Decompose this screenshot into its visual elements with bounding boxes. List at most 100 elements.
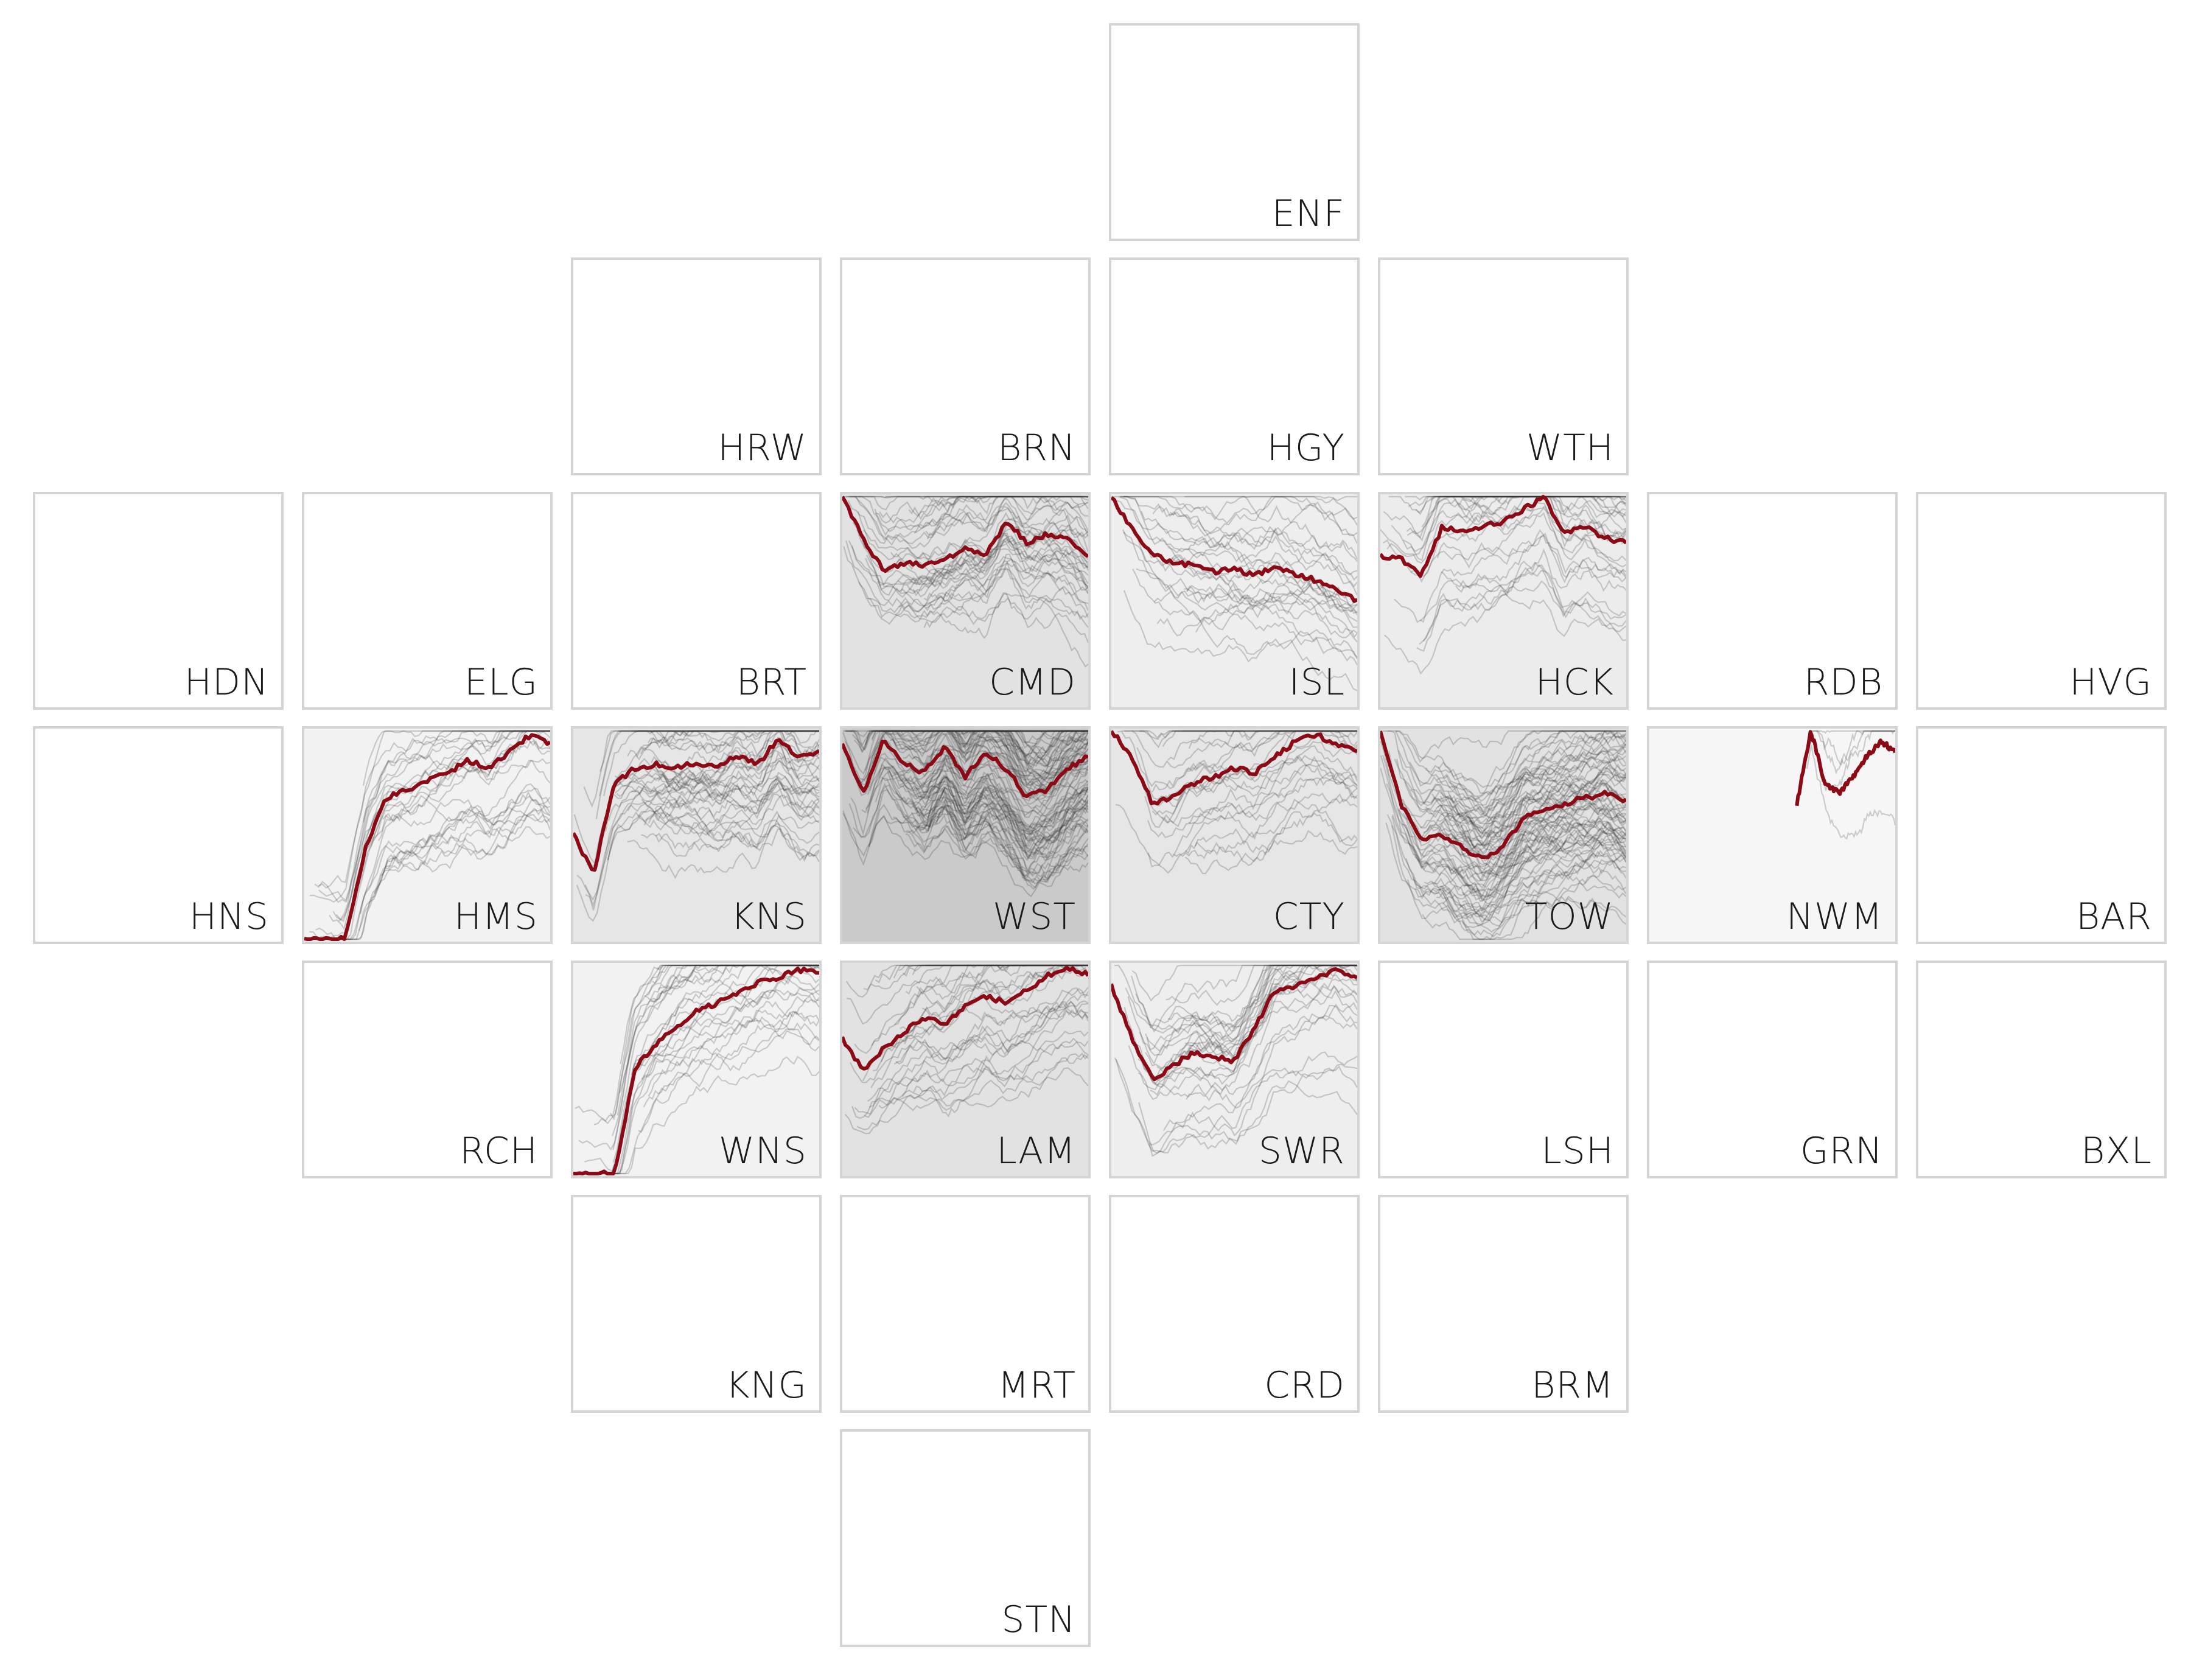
tile-label: TOW <box>1525 895 1614 938</box>
background-series-line <box>856 1031 1088 1130</box>
background-series-line <box>873 968 1088 1072</box>
background-series-line <box>1147 787 1357 839</box>
tile-hdn: HDN <box>33 492 284 710</box>
background-series-line <box>1421 495 1626 528</box>
plot-background <box>1111 729 1357 942</box>
background-series-line <box>1162 730 1357 747</box>
tile-rch: RCH <box>302 961 553 1178</box>
background-series-line <box>638 1016 819 1133</box>
tile-label: ELG <box>464 661 538 704</box>
background-series-line <box>1146 964 1357 1051</box>
background-series-line <box>654 752 819 813</box>
tile-hms: HMS <box>302 726 553 944</box>
background-series-line <box>1161 730 1357 824</box>
background-series-line <box>1456 793 1626 852</box>
background-series-line <box>319 758 550 940</box>
background-series-line <box>607 777 819 821</box>
tile-label: HGY <box>1267 427 1345 469</box>
tile-label: HCK <box>1535 661 1614 704</box>
background-series-line <box>1138 1065 1357 1154</box>
background-series-line <box>1812 730 1895 775</box>
background-series-line <box>890 730 1088 767</box>
background-series-line <box>1402 819 1626 898</box>
background-series-line <box>656 964 819 971</box>
tile-wns: WNS <box>571 961 822 1178</box>
background-series-line <box>1123 495 1357 544</box>
background-series-line <box>1165 964 1357 1001</box>
background-series-line <box>1132 730 1357 749</box>
tile-kng: KNG <box>571 1195 822 1413</box>
background-series-line <box>895 790 1088 861</box>
background-series-line <box>1406 495 1626 545</box>
background-series-line <box>1395 730 1626 809</box>
plot-background <box>1649 729 1895 942</box>
background-series-line <box>844 730 1088 800</box>
background-series-line <box>652 964 819 984</box>
background-series-line <box>1396 758 1626 839</box>
tile-label: WTH <box>1526 427 1614 469</box>
tile-cmd: CMD <box>840 492 1091 710</box>
background-series-line <box>1422 561 1626 642</box>
background-series-line <box>1457 500 1626 548</box>
background-series-line <box>616 743 819 797</box>
tile-hns: HNS <box>33 726 284 944</box>
tile-brn: BRN <box>840 257 1091 475</box>
background-series-line <box>914 755 1088 855</box>
background-series-line <box>1137 980 1357 1087</box>
background-series-line <box>851 987 1088 1119</box>
background-series-line <box>1185 809 1357 866</box>
background-series-line <box>584 983 819 1175</box>
background-series-line <box>326 807 550 940</box>
background-series-line <box>1194 771 1357 847</box>
background-series-line <box>635 730 819 733</box>
background-series-line <box>1184 964 1357 1054</box>
background-series-line <box>655 730 819 762</box>
background-series-line <box>1150 1004 1357 1109</box>
background-series-line <box>1419 512 1626 623</box>
background-series-line <box>584 773 819 901</box>
background-series-line <box>1434 838 1626 915</box>
background-series-line <box>1125 964 1357 1034</box>
background-series-line <box>908 730 1088 766</box>
background-series-line <box>1151 755 1357 793</box>
plot-background <box>573 963 819 1176</box>
background-series-line <box>314 730 550 903</box>
background-series-line <box>1430 733 1626 814</box>
highlight-series-line <box>304 733 550 941</box>
background-series-line <box>1448 755 1626 855</box>
background-series-line <box>1439 732 1626 819</box>
background-series-line <box>898 553 1088 612</box>
highlight-series-line <box>1380 730 1626 859</box>
sparkline-chart <box>304 729 550 942</box>
background-series-line <box>923 592 1088 668</box>
background-series-line <box>1443 816 1626 881</box>
background-series-line <box>850 1000 1088 1083</box>
background-series-line <box>1397 750 1626 821</box>
background-series-line <box>871 730 1088 788</box>
background-series-line <box>1122 529 1357 643</box>
background-series-line <box>1445 825 1626 881</box>
highlight-series-line <box>1795 730 1895 807</box>
tile-lam: LAM <box>840 961 1091 1178</box>
tile-rdb: RDB <box>1647 492 1898 710</box>
background-series-line <box>585 794 819 911</box>
background-series-line <box>1415 495 1626 514</box>
tile-label: BRT <box>736 661 807 704</box>
background-series-line <box>613 775 819 816</box>
background-series-line <box>895 586 1088 620</box>
background-series-line <box>1187 527 1357 564</box>
background-series-line <box>1114 964 1357 1042</box>
tile-cty: CTY <box>1109 726 1360 944</box>
background-series-line <box>604 759 819 832</box>
tile-nwm: NWM <box>1647 726 1898 944</box>
background-series-line <box>848 784 1088 847</box>
background-series-line <box>1404 746 1626 829</box>
background-series-line <box>1380 502 1626 564</box>
background-series-line <box>845 495 1088 499</box>
background-series-line <box>1143 1001 1357 1096</box>
background-series-line <box>1442 836 1626 919</box>
background-series-line <box>1391 825 1626 927</box>
background-series-line <box>854 964 1088 1054</box>
tile-label: KNG <box>725 1364 807 1407</box>
background-series-line <box>1461 785 1626 858</box>
